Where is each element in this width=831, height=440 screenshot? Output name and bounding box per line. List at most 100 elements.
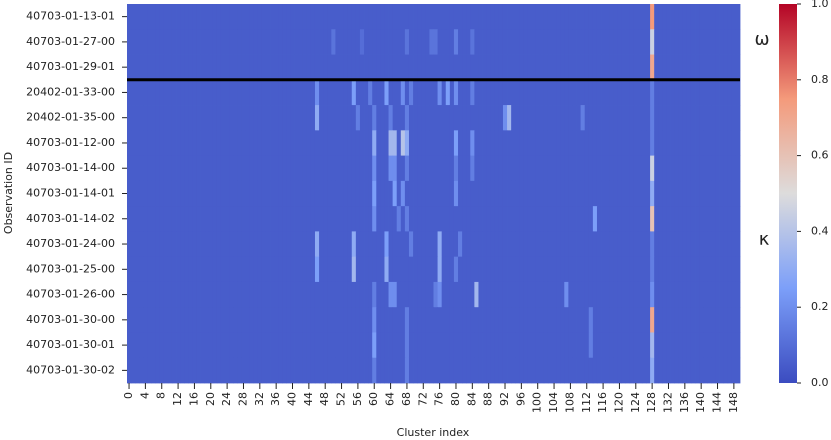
- cell: [408, 180, 414, 207]
- cell: [208, 130, 214, 156]
- cell: [637, 231, 643, 258]
- cell: [511, 206, 516, 232]
- cell: [576, 206, 582, 232]
- y-tick-label: 40703-01-27-00: [26, 35, 115, 48]
- cell: [474, 307, 479, 333]
- cell: [188, 155, 193, 182]
- cell: [650, 206, 655, 232]
- cell: [319, 180, 324, 207]
- cell: [372, 29, 377, 55]
- cell: [335, 105, 340, 131]
- cell: [735, 180, 741, 207]
- cell: [384, 130, 389, 156]
- cell: [633, 357, 639, 384]
- cell: [592, 29, 598, 55]
- cell: [225, 231, 230, 258]
- cell: [474, 332, 479, 359]
- cell: [220, 332, 226, 359]
- cell: [641, 281, 647, 308]
- cell: [335, 29, 340, 55]
- cell: [511, 307, 516, 333]
- cell: [404, 79, 410, 106]
- cell: [270, 54, 275, 81]
- cell: [278, 231, 283, 258]
- cell: [605, 4, 610, 30]
- cell: [261, 130, 267, 156]
- cell: [196, 231, 201, 258]
- cell: [564, 332, 569, 359]
- cell: [560, 105, 565, 131]
- cell: [220, 54, 226, 81]
- cell: [576, 231, 582, 258]
- cell: [359, 206, 365, 232]
- cell: [220, 29, 226, 55]
- cell: [539, 357, 545, 384]
- cell: [641, 332, 647, 359]
- cell: [453, 357, 459, 384]
- cell: [241, 307, 246, 333]
- cell: [617, 281, 622, 308]
- cell: [654, 281, 659, 308]
- cell: [388, 332, 394, 359]
- cell: [208, 54, 214, 81]
- cell: [147, 79, 152, 106]
- cell: [298, 79, 304, 106]
- cell: [445, 29, 451, 55]
- cell: [494, 307, 500, 333]
- cell: [584, 54, 590, 81]
- cell: [458, 256, 463, 283]
- cell: [180, 206, 185, 232]
- cell: [621, 4, 626, 30]
- cell: [163, 357, 169, 384]
- cell: [339, 231, 344, 258]
- cell: [613, 281, 618, 308]
- cell: [723, 206, 729, 232]
- cell: [556, 357, 561, 384]
- cell: [556, 256, 561, 283]
- cell: [400, 4, 406, 30]
- cell: [556, 332, 561, 359]
- cell: [147, 155, 152, 182]
- cell: [433, 231, 438, 258]
- cell: [707, 130, 712, 156]
- cell: [601, 180, 606, 207]
- cell: [707, 79, 712, 106]
- cell: [425, 332, 430, 359]
- cell: [384, 79, 389, 106]
- cell: [396, 206, 402, 232]
- cell: [703, 180, 708, 207]
- cell: [715, 307, 720, 333]
- cell: [167, 105, 173, 131]
- cell: [347, 4, 353, 30]
- cell: [658, 332, 663, 359]
- cell: [535, 231, 541, 258]
- cell: [695, 307, 700, 333]
- cell: [466, 281, 471, 308]
- cell: [560, 281, 565, 308]
- cell: [470, 357, 475, 384]
- cell: [592, 130, 598, 156]
- cell: [458, 357, 463, 384]
- cell: [662, 206, 667, 232]
- cell: [310, 332, 316, 359]
- cell: [666, 332, 671, 359]
- cell: [588, 231, 594, 258]
- cell: [515, 180, 520, 207]
- cell: [364, 54, 369, 81]
- cell: [143, 79, 148, 106]
- cell: [155, 281, 161, 308]
- cell: [699, 332, 704, 359]
- cell: [425, 307, 430, 333]
- cell: [519, 357, 524, 384]
- x-tick-label: 12: [171, 392, 184, 406]
- cell: [601, 130, 606, 156]
- cell: [192, 54, 197, 81]
- cell: [584, 105, 590, 131]
- cell: [490, 256, 496, 283]
- cell: [731, 231, 737, 258]
- cell: [646, 79, 651, 106]
- cell: [229, 332, 234, 359]
- cell: [596, 357, 602, 384]
- cell: [727, 29, 733, 55]
- cell: [462, 79, 467, 106]
